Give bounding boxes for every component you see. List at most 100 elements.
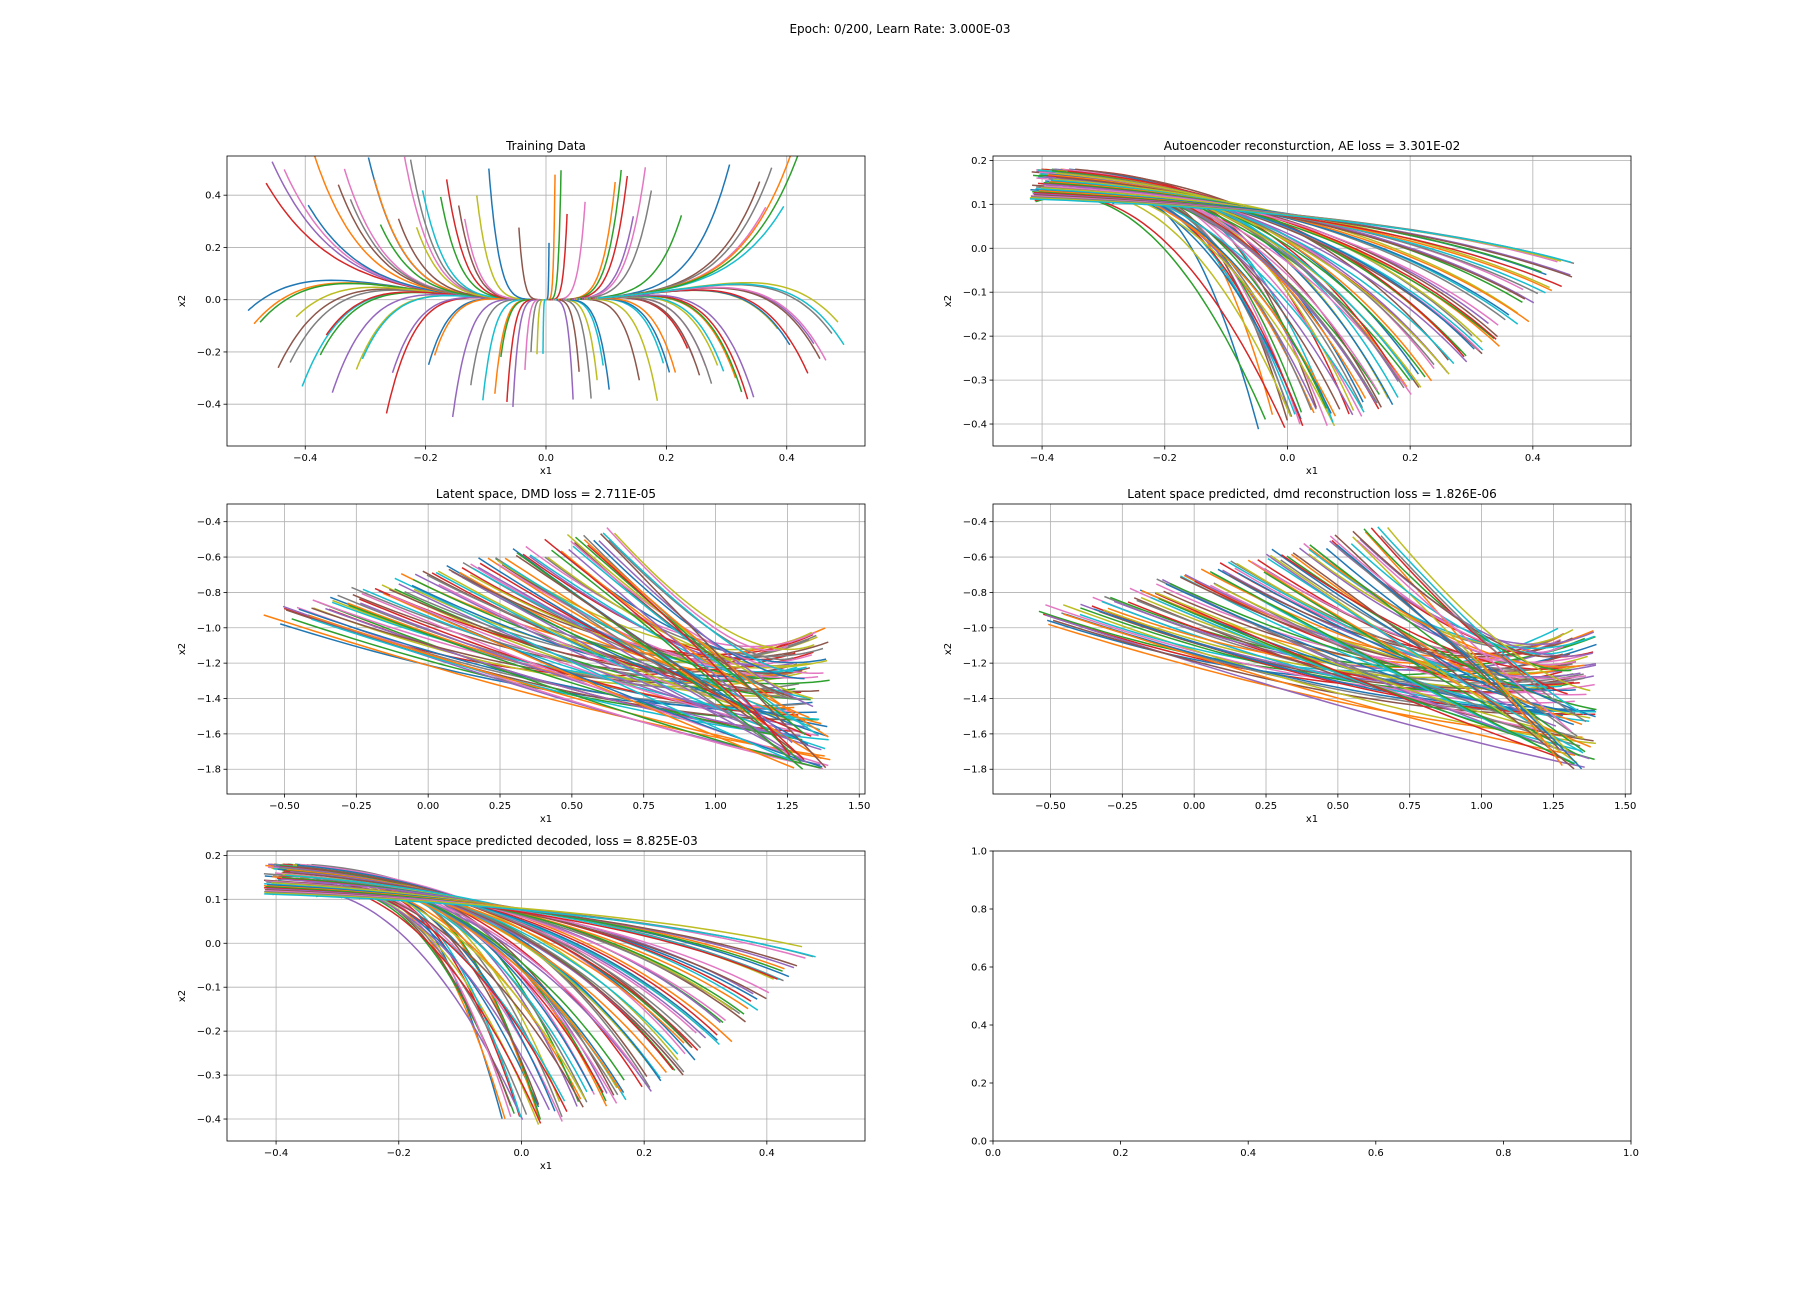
series-line bbox=[587, 544, 791, 757]
series-line bbox=[394, 577, 794, 762]
x-tick-label: 0.6 bbox=[1368, 1148, 1384, 1159]
x-tick-label: 0.2 bbox=[1113, 1148, 1129, 1159]
y-tick-label: −0.4 bbox=[963, 517, 987, 528]
series-line bbox=[1380, 535, 1587, 723]
series-line bbox=[355, 294, 514, 370]
series-line bbox=[462, 561, 807, 700]
series-line bbox=[558, 181, 616, 301]
y-tick-label: −0.8 bbox=[197, 588, 221, 599]
series-line bbox=[550, 298, 574, 400]
x-tick-label: 0.8 bbox=[1495, 1148, 1511, 1159]
subplot-title: Latent space, DMD loss = 2.711E-05 bbox=[436, 487, 656, 501]
series-line bbox=[551, 549, 804, 765]
y-tick-label: 0.2 bbox=[971, 1079, 987, 1090]
series-line bbox=[414, 573, 822, 751]
series-line bbox=[551, 298, 580, 372]
series-line bbox=[1156, 578, 1581, 747]
y-tick-label: −0.2 bbox=[197, 1027, 221, 1038]
y-tick-label: −0.4 bbox=[197, 400, 221, 411]
series-line bbox=[1213, 582, 1576, 738]
x-tick-label: 1.25 bbox=[1542, 801, 1564, 812]
y-tick-label: −0.4 bbox=[963, 420, 987, 431]
series-line bbox=[613, 532, 815, 651]
series-line bbox=[583, 539, 829, 738]
subplot-title: Latent space predicted, dmd reconstructi… bbox=[1127, 487, 1496, 501]
y-tick-label: 0.6 bbox=[971, 963, 987, 974]
series-line bbox=[264, 892, 803, 948]
series-line bbox=[597, 283, 845, 346]
series-line bbox=[1251, 561, 1587, 664]
series-line bbox=[536, 298, 545, 355]
series-line bbox=[281, 872, 586, 1100]
y-tick-label: −1.0 bbox=[963, 623, 987, 634]
subplot-1: −0.4 −0.2 0.0 0.2 0.4 −0.4 −0.2 0.0 0.2 0.4 Traini… bbox=[177, 139, 866, 477]
series-line bbox=[1140, 596, 1563, 690]
series-line bbox=[1263, 571, 1580, 757]
x-tick-label: 0.4 bbox=[759, 1148, 775, 1159]
series-line bbox=[1155, 583, 1561, 664]
series-line bbox=[495, 557, 794, 762]
series-line bbox=[504, 557, 822, 760]
series-line bbox=[600, 533, 827, 769]
series-line bbox=[555, 298, 604, 366]
x-tick-label: 1.50 bbox=[848, 801, 870, 812]
series-line bbox=[1352, 536, 1569, 752]
x-tick-label: 0.2 bbox=[636, 1148, 652, 1159]
x-tick-label: 0.75 bbox=[1399, 801, 1421, 812]
y-tick-label: −0.3 bbox=[963, 376, 987, 387]
series-line bbox=[1029, 198, 1572, 263]
series-line bbox=[1292, 552, 1575, 770]
series-line bbox=[1280, 559, 1564, 684]
x-tick-label: 1.25 bbox=[776, 801, 798, 812]
series-line bbox=[1280, 554, 1567, 670]
y-tick-label: 0.8 bbox=[971, 905, 987, 916]
axes-frame bbox=[992, 850, 1632, 1142]
x-tick-label: 0.00 bbox=[1183, 801, 1205, 812]
y-tick-label: 0.0 bbox=[971, 244, 987, 255]
subplot-5: −0.4 −0.2 0.0 0.2 0.4 −0.4 −0.3 −0.2 −0.1 0.0 0.1 0… bbox=[177, 834, 866, 1172]
y-tick-label: 0.0 bbox=[205, 939, 221, 950]
series-line bbox=[1271, 548, 1575, 726]
series-line bbox=[608, 539, 794, 661]
subplot-2: −0.4 −0.2 0.0 0.2 0.4 −0.4 −0.3 −0.2 −0.1 0.0 0.1 0… bbox=[943, 139, 1632, 477]
series-line bbox=[544, 538, 805, 761]
y-tick-label: −1.2 bbox=[963, 659, 987, 670]
series-line bbox=[564, 190, 653, 301]
x-tick-label: 0.00 bbox=[417, 801, 439, 812]
x-tick-label: 0.25 bbox=[489, 801, 511, 812]
x-tick-label: 0.50 bbox=[1327, 801, 1349, 812]
y-tick-label: −0.4 bbox=[197, 517, 221, 528]
series-group bbox=[1038, 526, 1597, 770]
y-tick-label: 0.4 bbox=[971, 1021, 987, 1032]
series-line bbox=[552, 201, 586, 301]
series-line bbox=[1363, 528, 1572, 672]
series-line bbox=[1364, 531, 1563, 767]
x-axis-label: x1 bbox=[1306, 814, 1318, 825]
series-line bbox=[546, 242, 550, 301]
series-line bbox=[1034, 193, 1573, 278]
x-tick-label: 1.50 bbox=[1614, 801, 1636, 812]
x-tick-label: −0.4 bbox=[1030, 453, 1054, 464]
y-tick-label: −0.1 bbox=[963, 288, 987, 299]
x-tick-label: −0.25 bbox=[341, 801, 372, 812]
x-tick-label: −0.50 bbox=[269, 801, 300, 812]
series-line bbox=[568, 548, 793, 744]
series-line bbox=[1269, 554, 1578, 764]
axes-frame bbox=[992, 155, 1632, 447]
y-tick-label: −0.1 bbox=[197, 983, 221, 994]
y-axis-label: x2 bbox=[177, 643, 188, 655]
series-line bbox=[598, 540, 814, 708]
series-line bbox=[1370, 527, 1568, 695]
series-line bbox=[479, 562, 812, 737]
y-tick-label: −0.3 bbox=[197, 1071, 221, 1082]
series-line bbox=[1336, 544, 1583, 770]
series-line bbox=[457, 205, 531, 301]
series-line bbox=[566, 533, 813, 700]
y-tick-label: −1.8 bbox=[197, 765, 221, 776]
series-line bbox=[1155, 592, 1585, 740]
y-tick-label: 0.1 bbox=[205, 895, 221, 906]
series-line bbox=[593, 539, 805, 680]
y-axis-label: x2 bbox=[943, 643, 954, 655]
series-line bbox=[1309, 544, 1586, 753]
series-line bbox=[391, 296, 520, 374]
